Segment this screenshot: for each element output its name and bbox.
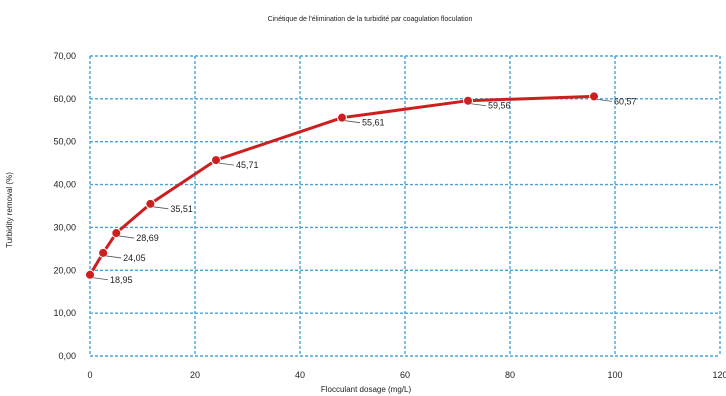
label-leader xyxy=(344,120,361,124)
y-axis-ticks: 0,00 10,00 20,00 30,00 40,00 50,00 60,00 70,00 xyxy=(53,51,76,361)
x-axis-ticks: 0 20 40 60 80 100 120 xyxy=(87,370,726,380)
label-leader xyxy=(218,162,235,166)
x-tick-label: 0 xyxy=(87,370,92,380)
y-tick-label: 10,00 xyxy=(53,308,76,318)
label-leader xyxy=(106,255,122,259)
x-tick-label: 80 xyxy=(505,370,515,380)
y-tick-label: 20,00 xyxy=(53,265,76,275)
label-leader xyxy=(153,206,169,210)
y-tick-label: 70,00 xyxy=(53,51,76,61)
data-point xyxy=(145,198,156,209)
data-label: 45,71 xyxy=(236,160,259,170)
label-leader xyxy=(119,235,135,239)
y-tick-label: 50,00 xyxy=(53,137,76,147)
data-point xyxy=(211,155,221,166)
data-label: 35,51 xyxy=(170,204,193,214)
data-label: 18,95 xyxy=(110,275,133,285)
data-point xyxy=(337,112,347,123)
data-label: 59,56 xyxy=(488,101,511,111)
y-tick-label: 60,00 xyxy=(53,94,76,104)
grid xyxy=(89,55,721,357)
x-tick-label: 120 xyxy=(712,370,726,380)
label-leader xyxy=(92,277,109,281)
data-label: 28,69 xyxy=(136,233,159,243)
series: 18,95 24,05 28,69 35,51 45,71 55,61 59,56 60,57 xyxy=(85,91,637,285)
x-tick-label: 20 xyxy=(190,370,200,380)
data-point xyxy=(463,95,473,106)
data-point xyxy=(589,91,599,102)
series-line xyxy=(88,94,596,277)
data-label: 55,61 xyxy=(362,118,385,128)
x-axis-label: Flocculant dosage (mg/L) xyxy=(321,385,412,394)
y-axis-label: Turbidity removal (%) xyxy=(5,172,14,248)
y-tick-label: 0,00 xyxy=(58,351,76,361)
data-point xyxy=(85,269,95,280)
data-point xyxy=(98,247,109,258)
label-leader xyxy=(596,99,613,102)
y-tick-label: 40,00 xyxy=(53,180,76,190)
chart-title: Cinétique de l'élimination de la turbidi… xyxy=(268,16,473,23)
x-tick-label: 40 xyxy=(295,370,305,380)
data-label: 60,57 xyxy=(614,96,637,106)
label-leader xyxy=(470,103,487,107)
data-point xyxy=(111,228,122,239)
data-label: 24,05 xyxy=(123,253,146,263)
y-tick-label: 30,00 xyxy=(53,222,76,232)
x-tick-label: 100 xyxy=(607,370,622,380)
x-tick-label: 60 xyxy=(400,370,410,380)
